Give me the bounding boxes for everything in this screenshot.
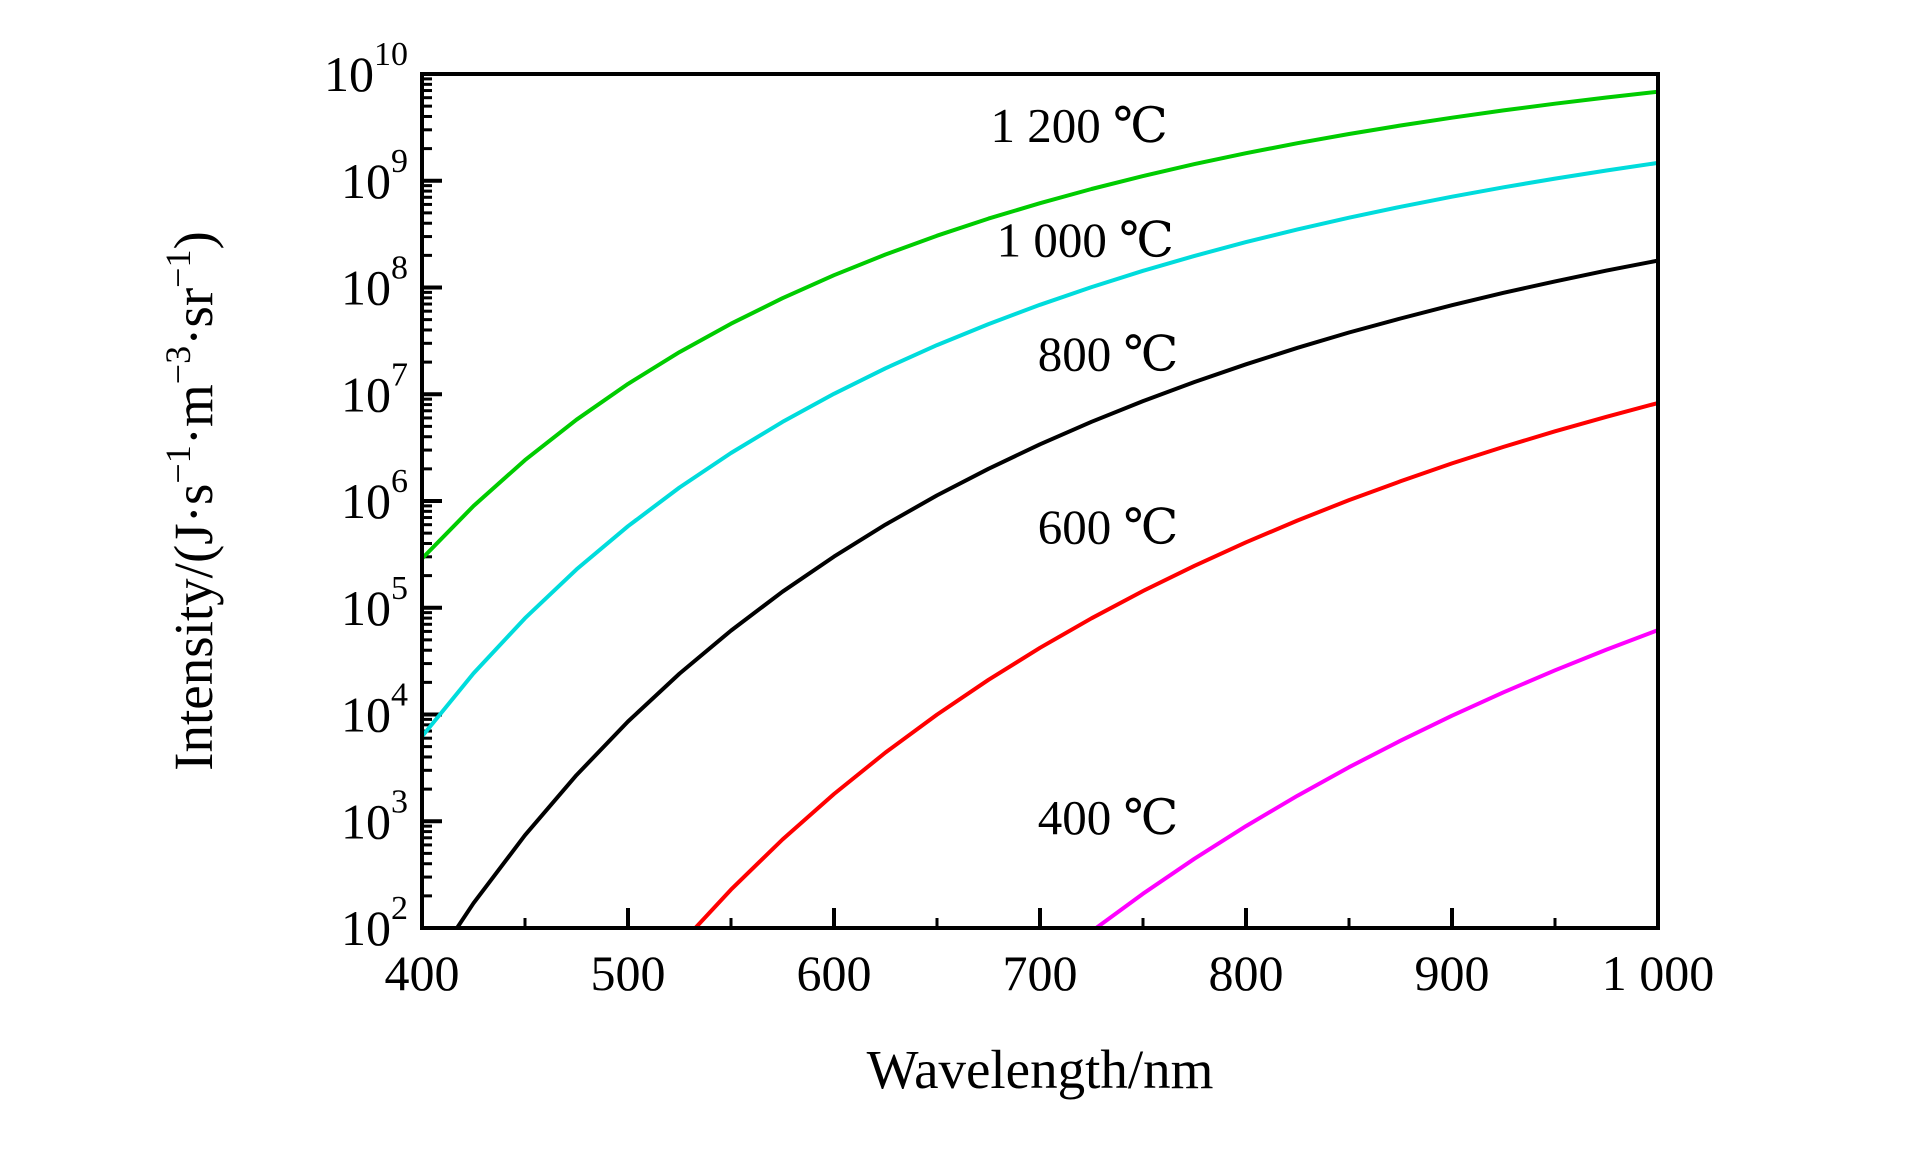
- x-tick-label: 700: [1003, 945, 1078, 1001]
- curve-label-800c: 800 ℃: [1038, 327, 1179, 382]
- curve-annotations: 1 200 ℃ 1 000 ℃ 800 ℃ 600 ℃ 400 ℃: [990, 98, 1178, 845]
- curve-1200c: [422, 89, 1658, 561]
- y-tick-label: 109: [341, 143, 408, 209]
- curve-1000c: [422, 160, 1658, 739]
- y-tick-label: 103: [341, 783, 408, 849]
- y-tick-label: 108: [341, 250, 408, 316]
- x-axis-title: Wavelength/nm: [867, 1039, 1214, 1100]
- y-axis-title: Intensity/(J·s−1·m−3·sr−1): [158, 231, 224, 771]
- plot-frame: [420, 72, 1660, 930]
- y-tick-label: 107: [341, 356, 408, 422]
- curve-label-600c: 600 ℃: [1038, 500, 1179, 555]
- y-tick-label: 106: [341, 463, 408, 529]
- data-curves: [422, 89, 1658, 928]
- x-tick-label: 800: [1209, 945, 1284, 1001]
- axis-tick-labels: 400 500 600 700 800 900 1 00010210310410510610…: [324, 36, 1714, 1001]
- x-tick-label: 500: [591, 945, 666, 1001]
- x-tick-label: 1 000: [1602, 945, 1715, 1001]
- x-tick-label: 400: [385, 945, 460, 1001]
- curve-800c: [454, 258, 1658, 928]
- x-tick-label: 900: [1415, 945, 1490, 1001]
- curve-400c: [1092, 628, 1658, 928]
- x-tick-label: 600: [797, 945, 872, 1001]
- curve-label-400c: 400 ℃: [1038, 790, 1179, 845]
- y-tick-label: 1010: [324, 36, 408, 102]
- y-tick-label: 104: [341, 677, 408, 743]
- curve-label-1000c: 1 000 ℃: [997, 212, 1174, 267]
- curve-label-1200c: 1 200 ℃: [990, 98, 1167, 153]
- y-tick-label: 105: [341, 570, 408, 636]
- curve-600c: [692, 401, 1658, 928]
